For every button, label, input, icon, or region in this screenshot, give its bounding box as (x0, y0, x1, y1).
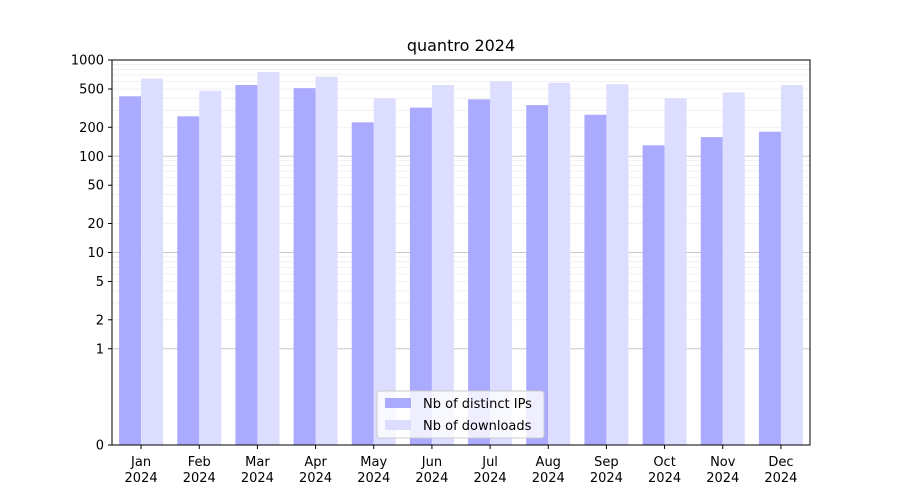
x-tick-label: Oct 2024 (648, 455, 681, 486)
downloads-bar (199, 90, 222, 445)
downloads-bar (373, 98, 396, 445)
grid-lines (112, 64, 810, 350)
x-tick-month: Jan (130, 455, 151, 470)
x-tick-label: Aug 2024 (532, 455, 565, 486)
y-tick-label: 200 (79, 121, 104, 136)
distinct-ips-bar (468, 99, 491, 445)
distinct-ips-bar (177, 116, 200, 446)
x-tick-month: Jul (481, 455, 498, 470)
x-tick-year: 2024 (241, 471, 274, 486)
x-tick-month: Aug (536, 455, 561, 470)
x-tick-label: Sep 2024 (590, 455, 623, 486)
x-tick-month: Nov (710, 455, 736, 470)
distinct-ips-bar (526, 105, 549, 445)
bars (119, 72, 803, 446)
legend-label-downloads: Nb of downloads (423, 419, 532, 434)
x-tick-year: 2024 (415, 471, 448, 486)
y-tick-label: 10 (87, 246, 104, 261)
x-tick-month: Dec (768, 455, 793, 470)
legend: Nb of distinct IPs Nb of downloads (376, 390, 545, 439)
y-tick-label: 20 (87, 217, 104, 232)
downloads-bar (722, 92, 745, 445)
downloads-bar (141, 78, 164, 445)
downloads-bar (606, 84, 629, 445)
x-tick-year: 2024 (532, 471, 565, 486)
downloads-bar (780, 84, 803, 446)
distinct-ips-bar (235, 84, 258, 446)
y-tick-label: 2 (96, 313, 104, 328)
x-tick-year: 2024 (764, 471, 797, 486)
distinct-ips-bar (758, 131, 781, 445)
x-tick-label: Mar 2024 (241, 455, 274, 486)
downloads-bar (664, 98, 687, 445)
y-tick-label: 500 (79, 82, 104, 97)
x-tick-year: 2024 (706, 471, 739, 486)
x-tick-label: Jul 2024 (474, 455, 507, 486)
y-tick-label: 100 (79, 150, 104, 165)
x-tick-year: 2024 (648, 471, 681, 486)
distinct-ips-bar (700, 137, 723, 445)
x-tick-month: Mar (245, 455, 270, 470)
x-tick-month: Oct (653, 455, 675, 470)
x-tick-month: Jun (421, 455, 442, 470)
y-tick-label: 5 (96, 275, 104, 290)
x-tick-label: Jun 2024 (415, 455, 448, 486)
downloads-bar (431, 84, 454, 446)
x-tick-year: 2024 (474, 471, 507, 486)
y-tick-label: 50 (87, 179, 104, 194)
x-tick-month: Sep (594, 455, 619, 470)
y-tick-label: 1 (96, 342, 104, 357)
downloads-bar (490, 81, 513, 446)
chart-title: quantro 2024 (407, 36, 515, 55)
x-tick-label: Nov 2024 (706, 455, 739, 486)
legend-label-distinct-ips: Nb of distinct IPs (423, 397, 532, 412)
distinct-ips-bar (409, 107, 432, 445)
downloads-bar (315, 76, 338, 446)
y-axis: 0 1 2 5 10 20 50 100 200 500 1000 (71, 54, 112, 454)
distinct-ips-bar (351, 122, 374, 446)
x-tick-year: 2024 (183, 471, 216, 486)
y-tick-label: 1000 (71, 54, 104, 69)
distinct-ips-bar (119, 96, 142, 445)
x-tick-label: Dec 2024 (764, 455, 797, 486)
x-tick-year: 2024 (590, 471, 623, 486)
x-tick-month: Apr (304, 455, 327, 470)
y-tick-label: 0 (96, 439, 104, 454)
x-tick-label: Feb 2024 (183, 455, 216, 486)
x-tick-month: May (360, 455, 387, 470)
x-tick-year: 2024 (125, 471, 158, 486)
legend-box (376, 390, 545, 439)
x-tick-label: May 2024 (357, 455, 390, 486)
distinct-ips-bar (293, 88, 316, 446)
distinct-ips-bar (642, 145, 665, 445)
x-tick-label: Jan 2024 (125, 455, 158, 486)
downloads-bar (548, 82, 571, 446)
x-tick-year: 2024 (357, 471, 390, 486)
legend-swatch-distinct-ips (385, 398, 411, 408)
x-tick-year: 2024 (299, 471, 332, 486)
distinct-ips-bar (584, 114, 607, 446)
x-tick-label: Apr 2024 (299, 455, 332, 486)
x-tick-month: Feb (188, 455, 211, 470)
downloads-bar (257, 72, 280, 445)
legend-swatch-downloads (385, 420, 411, 430)
